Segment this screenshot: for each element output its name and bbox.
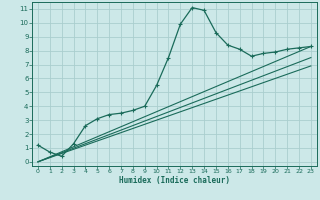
X-axis label: Humidex (Indice chaleur): Humidex (Indice chaleur) <box>119 176 230 185</box>
